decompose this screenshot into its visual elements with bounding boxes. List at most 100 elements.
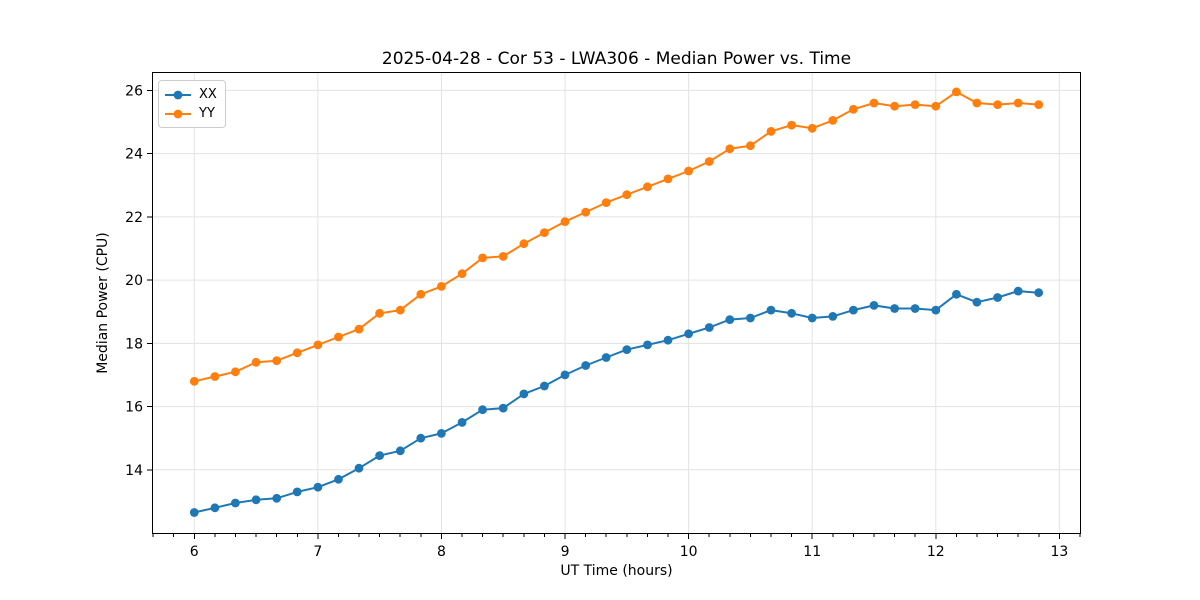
data-point-yy [869, 98, 879, 108]
data-point-xx [952, 289, 961, 299]
data-point-xx [334, 474, 343, 484]
data-point-xx [684, 329, 693, 339]
data-point-yy [931, 101, 941, 111]
data-point-xx [519, 389, 529, 399]
data-point-yy [416, 289, 426, 299]
x-tick-label: 13 [1050, 544, 1068, 560]
legend-label-xx: XX [199, 87, 217, 102]
data-point-xx [910, 304, 920, 313]
data-point-xx [457, 418, 467, 427]
data-point-xx [581, 361, 591, 370]
data-point-yy [210, 372, 220, 381]
data-point-xx [704, 323, 714, 332]
data-point-xx [869, 301, 879, 310]
x-tick-label: 9 [561, 544, 570, 560]
data-point-xx [210, 503, 220, 513]
y-tick-label: 24 [125, 147, 143, 163]
data-point-xx [849, 305, 858, 315]
data-point-xx [725, 315, 735, 324]
data-point-xx [622, 345, 632, 354]
chart-title: 2025-04-28 - Cor 53 - LWA306 - Median Po… [381, 49, 852, 69]
y-tick-label: 26 [125, 83, 143, 99]
data-point-yy [354, 324, 364, 334]
data-point-xx [395, 446, 405, 456]
data-point-yy [478, 253, 487, 263]
data-point-yy [560, 217, 570, 227]
data-point-yy [581, 207, 591, 217]
data-point-yy [395, 305, 405, 315]
data-point-yy [622, 190, 632, 200]
data-point-yy [849, 104, 858, 114]
y-tick-label: 14 [125, 463, 143, 479]
data-point-yy [952, 87, 961, 97]
data-point-xx [828, 312, 838, 321]
data-point-xx [787, 308, 796, 318]
data-point-yy [498, 252, 508, 261]
data-point-yy [704, 157, 714, 166]
data-point-yy [993, 100, 1002, 109]
y-tick-label: 18 [125, 336, 143, 352]
data-point-xx [807, 313, 817, 323]
legend-label-yy: YY [199, 106, 215, 121]
data-point-xx [1013, 286, 1023, 296]
data-point-yy [437, 282, 446, 291]
data-point-yy [313, 340, 323, 350]
x-tick-label: 11 [803, 544, 821, 560]
data-point-yy [540, 228, 549, 238]
data-point-yy [292, 348, 302, 358]
y-axis-label: Median Power (CPU) [95, 232, 111, 374]
data-point-xx [931, 305, 941, 315]
data-point-xx [540, 381, 549, 391]
data-point-xx [972, 297, 982, 307]
plot-border [152, 72, 1081, 534]
data-point-yy [725, 144, 735, 154]
legend-line-marker-xx [165, 90, 191, 99]
data-point-xx [663, 335, 673, 345]
data-point-xx [993, 293, 1002, 302]
data-point-xx [478, 405, 487, 415]
data-point-xx [416, 433, 426, 443]
series-line-yy [193, 90, 1040, 383]
data-point-yy [272, 356, 282, 366]
data-point-yy [189, 376, 199, 386]
data-point-xx [231, 498, 240, 508]
data-point-xx [189, 508, 199, 517]
data-point-yy [746, 141, 755, 151]
data-point-yy [766, 126, 776, 136]
x-tick-label: 8 [437, 544, 446, 560]
data-point-yy [375, 308, 384, 318]
data-point-xx [272, 493, 282, 503]
data-point-yy [334, 332, 343, 342]
data-point-yy [684, 166, 693, 176]
x-tick-label: 12 [927, 544, 945, 560]
data-point-yy [519, 239, 529, 249]
x-tick-label: 10 [680, 544, 698, 560]
series-line-xx [193, 290, 1040, 514]
legend-item-xx: XX [163, 85, 218, 104]
legend: XX YY [158, 80, 226, 128]
data-point-xx [560, 370, 570, 380]
data-point-xx [437, 429, 446, 438]
y-tick-label: 16 [125, 400, 143, 416]
data-point-yy [787, 120, 796, 130]
legend-line-marker-yy [165, 109, 191, 118]
data-point-yy [890, 101, 899, 111]
data-point-xx [292, 487, 302, 497]
data-point-yy [807, 123, 817, 133]
data-point-xx [313, 482, 323, 492]
data-point-yy [972, 98, 982, 108]
data-point-yy [457, 269, 467, 279]
data-point-xx [601, 353, 611, 362]
x-tick-label: 6 [190, 544, 199, 560]
data-point-xx [890, 304, 899, 313]
data-point-xx [1034, 288, 1044, 298]
data-point-yy [231, 367, 240, 377]
data-point-yy [251, 357, 261, 367]
data-point-yy [1034, 100, 1044, 109]
data-point-yy [828, 116, 838, 125]
data-point-xx [354, 463, 364, 473]
y-tick-label: 22 [125, 210, 143, 226]
data-point-xx [746, 313, 755, 323]
